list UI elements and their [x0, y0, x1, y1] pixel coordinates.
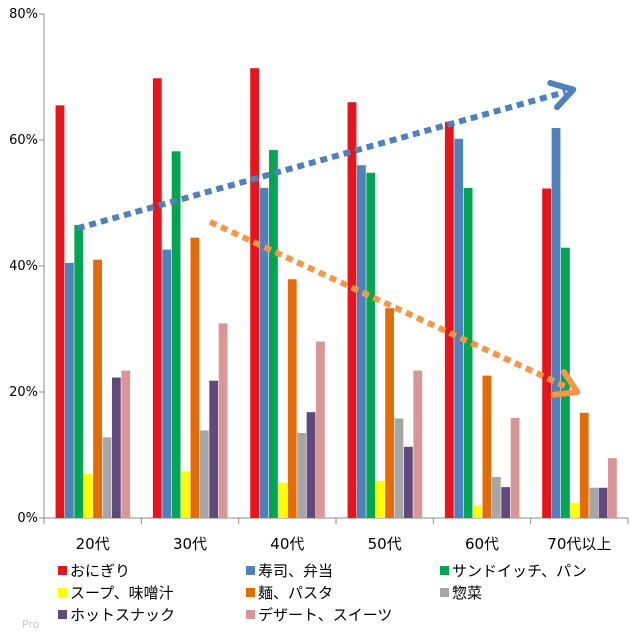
bar: [403, 446, 413, 518]
bar: [278, 482, 288, 518]
bar: [83, 473, 93, 518]
bar: [589, 487, 599, 518]
bar: [510, 417, 520, 518]
y-tick-label: 20%: [9, 385, 38, 400]
bar: [181, 471, 190, 518]
bars: [55, 68, 617, 519]
bar: [542, 188, 552, 518]
bar: [570, 502, 580, 518]
bar: [121, 370, 131, 518]
bar: [111, 377, 121, 518]
x-tick-label: 20代: [76, 535, 110, 553]
bar: [306, 412, 316, 518]
y-tick-label: 60%: [9, 133, 38, 148]
bar: [218, 323, 228, 518]
bar: [171, 151, 181, 518]
bar: [287, 279, 297, 518]
legend-swatch: [246, 610, 255, 619]
x-tick-label: 60代: [465, 535, 499, 553]
bar: [491, 477, 501, 518]
bar: [551, 128, 561, 518]
trend-arrow-line: [208, 219, 572, 392]
bar: [74, 225, 84, 519]
x-tick-label: 50代: [368, 535, 402, 553]
x-tick-label: 30代: [173, 535, 207, 553]
legend-swatch: [246, 566, 255, 575]
bar: [385, 308, 394, 518]
legend-label: 惣菜: [452, 584, 482, 602]
legend-swatch: [58, 610, 67, 619]
bar: [162, 249, 172, 518]
y-tick-label: 40%: [9, 259, 38, 274]
bar: [473, 505, 482, 518]
y-axis: 0% 20% 40% 60% 80%: [9, 7, 45, 526]
legend-swatch: [440, 566, 449, 575]
bar: [394, 418, 404, 518]
bar: [579, 412, 589, 518]
bar: [209, 380, 219, 518]
bar: [102, 437, 112, 518]
bar: [608, 458, 617, 518]
trend-arrow-head: [550, 369, 581, 398]
bar: [347, 102, 357, 518]
trend-arrow-line: [76, 88, 567, 232]
bar: [501, 487, 511, 518]
bar: [269, 150, 278, 518]
bar: [561, 247, 570, 519]
legend-label: スープ、味噌汁: [70, 584, 174, 602]
bar: [444, 121, 454, 518]
bar: [454, 138, 464, 519]
bar: [482, 375, 492, 518]
bar: [375, 480, 385, 518]
bar: [366, 172, 376, 518]
legend-label: おにぎり: [70, 562, 130, 580]
bar: [64, 262, 74, 518]
bar: [463, 187, 473, 518]
legend-label: デザート、スイーツ: [258, 606, 392, 624]
bar: [199, 430, 209, 518]
bar: [93, 259, 102, 518]
bar: [259, 187, 269, 518]
legend-swatch: [58, 588, 67, 597]
bar: [250, 68, 260, 519]
trend-arrow-head: [547, 80, 577, 111]
bar: [55, 105, 65, 518]
bar: [413, 370, 423, 518]
bar: [152, 78, 162, 518]
y-tick-label: 0%: [17, 511, 38, 526]
bar: [190, 237, 200, 518]
x-tick-label: 40代: [270, 535, 304, 553]
bar: [598, 487, 608, 518]
watermark: Pro: [22, 618, 40, 631]
legend-label: サンドイッチ、パン: [452, 562, 587, 580]
legend-label: 麺、パスタ: [258, 584, 333, 602]
y-tick-label: 80%: [9, 7, 38, 22]
legend-swatch: [440, 588, 449, 597]
bar: [316, 341, 325, 518]
bar: [297, 432, 307, 518]
x-tick-label: 70代以上: [547, 535, 611, 553]
legend-label: ホットスナック: [70, 606, 175, 624]
x-axis: 20代 30代 40代 50代 60代 70代以上: [43, 517, 629, 553]
trend-arrows: [76, 80, 581, 398]
legend-swatch: [246, 588, 255, 597]
legend-label: 寿司、弁当: [258, 562, 333, 580]
legend-swatch: [58, 566, 67, 575]
bar: [356, 165, 366, 518]
